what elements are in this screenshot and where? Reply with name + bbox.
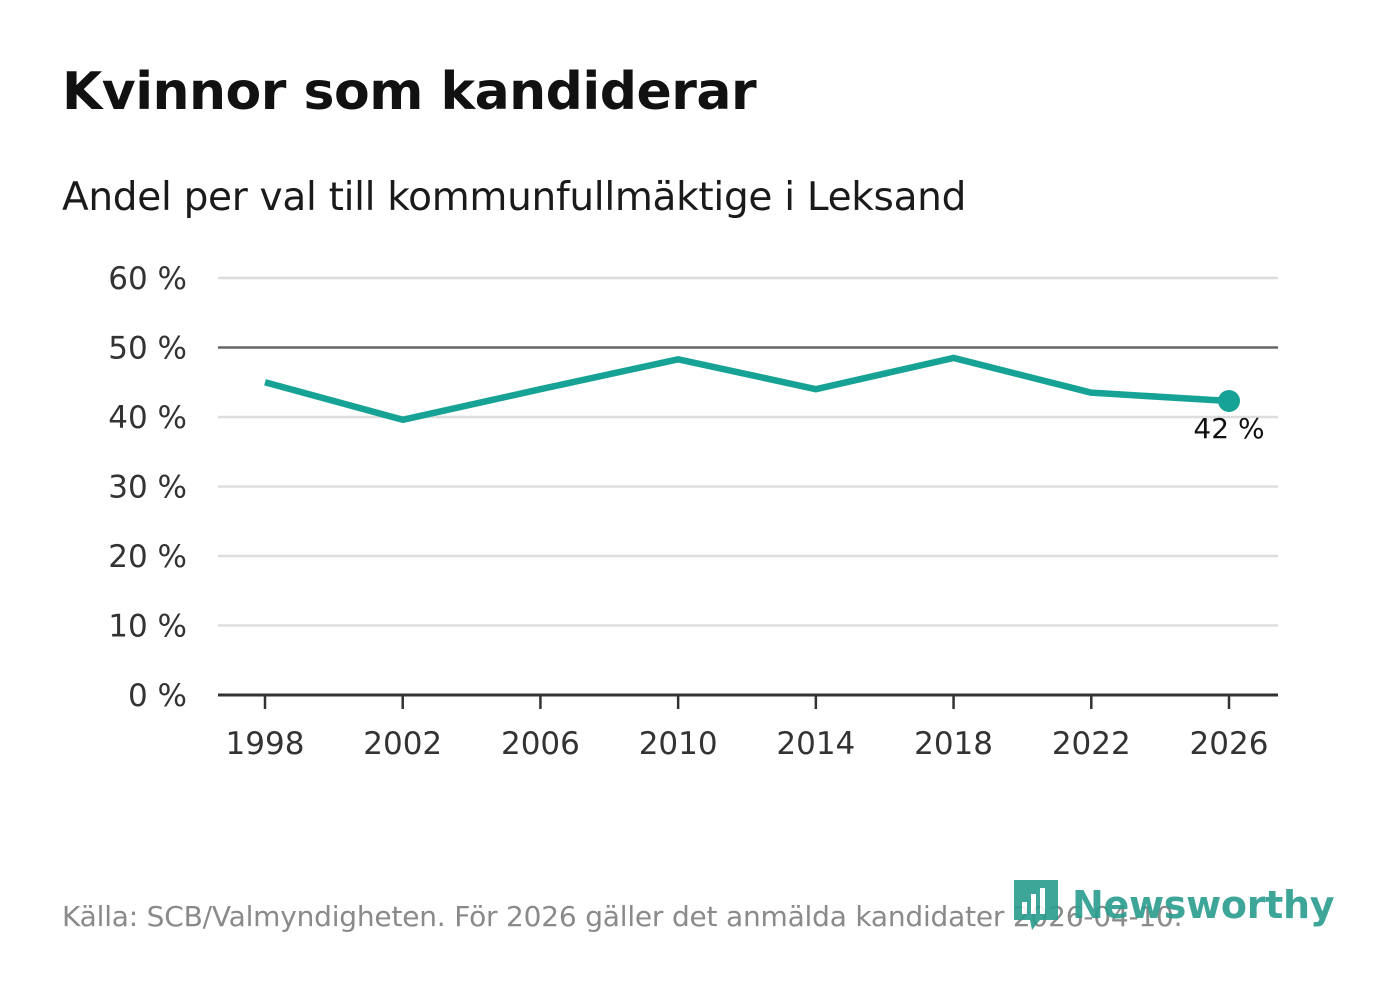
y-tick-label: 0 % [128, 678, 187, 714]
last-value-label: 42 % [1193, 412, 1264, 445]
chart-subtitle: Andel per val till kommunfullmäktige i L… [62, 175, 967, 220]
x-tick-label: 2002 [363, 726, 442, 762]
y-tick-label: 50 % [108, 331, 187, 367]
last-data-point [1218, 390, 1240, 413]
newsworthy-logo-text: Newsworthy [1072, 883, 1335, 927]
chart-title: Kvinnor som kandiderar [62, 62, 757, 122]
y-tick-label: 60 % [108, 261, 187, 297]
x-tick-label: 2026 [1190, 726, 1269, 762]
y-tick-label: 20 % [108, 539, 187, 575]
y-axis-ticks: 0 % 10 % 20 % 30 % 40 % 50 % 60 % [108, 261, 187, 714]
y-tick-label: 10 % [108, 609, 187, 645]
x-tick-label: 2010 [639, 726, 718, 762]
newsworthy-logo-icon [1014, 880, 1058, 930]
x-tick-label: 1998 [226, 726, 305, 762]
newsworthy-logo: Newsworthy [1010, 876, 1335, 934]
x-axis-ticks: 1998 2002 2006 2010 2014 2018 2022 2026 [226, 695, 1269, 762]
x-tick-label: 2006 [501, 726, 580, 762]
x-tick-label: 2018 [914, 726, 993, 762]
x-tick-label: 2014 [776, 726, 855, 762]
y-tick-label: 30 % [108, 470, 187, 506]
series-line [264, 354, 1230, 424]
source-note: Källa: SCB/Valmyndigheten. För 2026 gäll… [62, 900, 1183, 933]
series: 42 % [264, 354, 1265, 445]
y-tick-label: 40 % [108, 400, 187, 436]
grid-lines [218, 276, 1278, 697]
x-tick-label: 2022 [1052, 726, 1131, 762]
